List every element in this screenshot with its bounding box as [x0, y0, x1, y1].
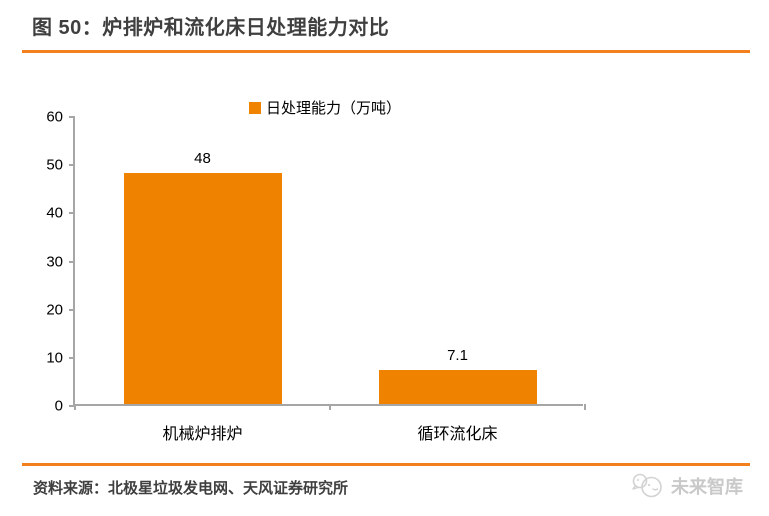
y-axis-tick-label: 50	[46, 156, 63, 174]
bar-chart-plot-area: 0 10 20 30 40 50 60 48 机械炉排炉 7.1 循环流化床	[46, 109, 586, 443]
legend-label: 日处理能力（万吨）	[266, 100, 402, 117]
legend-swatch	[249, 101, 261, 114]
y-axis-tick-label: 10	[46, 349, 63, 367]
x-axis-tick-mark	[329, 404, 331, 410]
y-axis-tick-mark	[69, 405, 75, 407]
y-axis-tick-label: 40	[46, 204, 63, 222]
y-axis-tick-mark	[69, 164, 75, 167]
chart-legend: 日处理能力（万吨）	[249, 97, 401, 118]
bottom-divider	[22, 463, 750, 466]
watermark-text: 未来智库	[671, 477, 743, 497]
figure-title: 图 50：炉排炉和流化床日处理能力对比	[32, 17, 390, 39]
x-axis-category-label: 循环流化床	[417, 426, 498, 443]
y-axis-tick-mark	[69, 116, 75, 118]
data-label: 48	[194, 149, 211, 167]
x-axis-tick-mark	[74, 404, 76, 410]
top-divider	[22, 50, 750, 53]
y-axis-tick-label: 0	[54, 397, 63, 415]
y-axis-tick-label: 30	[46, 253, 63, 270]
y-axis-tick-mark	[69, 356, 75, 359]
y-axis-tick-mark	[69, 260, 75, 263]
chat-bubbles-icon	[632, 473, 662, 498]
y-axis-tick-label: 20	[46, 301, 63, 319]
y-axis-tick-mark	[69, 212, 75, 215]
source-note: 资料来源：北极星垃圾发电网、天风证券研究所	[33, 480, 349, 497]
watermark-logo: 未来智库	[630, 472, 743, 500]
data-label: 7.1	[447, 346, 468, 364]
y-axis-tick-label: 60	[46, 108, 63, 126]
y-axis-tick-mark	[69, 308, 75, 311]
data-bar-循环流化床	[378, 369, 537, 404]
x-axis-category-label: 机械炉排炉	[162, 426, 243, 443]
x-axis-tick-mark	[584, 404, 586, 410]
data-bar-机械炉排炉	[123, 172, 282, 404]
